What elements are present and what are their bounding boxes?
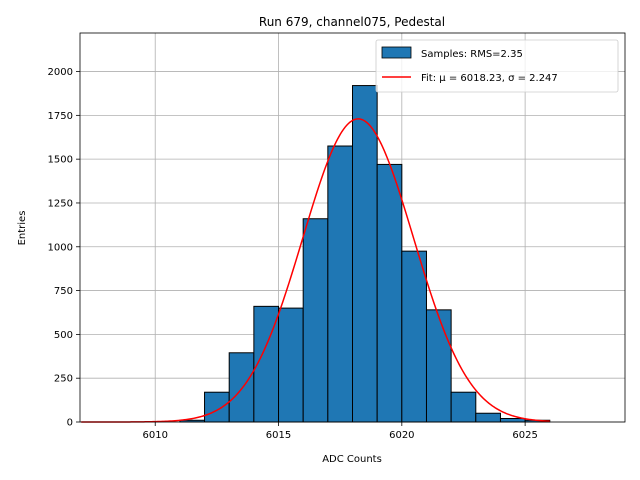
y-tick-label: 1750 [48,111,73,122]
histogram-bar [499,417,526,423]
histogram-bar [204,391,230,423]
y-tick-label: 250 [54,374,73,385]
y-axis-ticks: 0 250 500 750 1000 1250 1500 1750 2000 [48,67,80,429]
histogram-bar [352,85,378,423]
y-tick-label: 2000 [48,67,73,78]
histogram-bar [401,250,427,423]
y-tick-label: 500 [54,330,73,341]
histogram-bar [450,391,477,423]
histogram-bar [228,352,255,423]
histogram-bar [475,412,501,423]
y-tick-label: 1000 [48,242,73,253]
histogram-bar [327,145,353,423]
y-tick-label: 1250 [48,198,73,209]
legend-label-samples: Samples: RMS=2.35 [421,49,523,60]
x-tick-label: 6025 [512,430,537,441]
x-tick-label: 6015 [266,430,291,441]
y-tick-label: 0 [67,418,73,429]
legend-swatch-samples [381,46,412,59]
legend-label-fit: Fit: μ = 6018.23, σ = 2.247 [421,73,558,84]
y-tick-label: 750 [54,286,73,297]
plot-frame [79,32,626,423]
histogram-bar [376,163,403,423]
histogram-bars [179,85,551,423]
y-tick-label: 1500 [48,155,73,166]
x-tick-label: 6020 [389,430,414,441]
histogram-bar [278,307,304,423]
x-axis-label: ADC Counts [322,454,382,465]
histogram-bar [302,218,329,423]
legend-box [375,39,619,93]
x-axis-ticks: 6010 6015 6020 6025 [142,422,538,441]
legend: Samples: RMS=2.35 Fit: μ = 6018.23, σ = … [375,39,619,93]
chart-title: Run 679, channel075, Pedestal [259,15,445,29]
x-tick-label: 6010 [142,430,167,441]
y-axis-label: Entries [17,211,28,246]
histogram-bar [425,309,452,423]
fit-curve [81,118,550,423]
